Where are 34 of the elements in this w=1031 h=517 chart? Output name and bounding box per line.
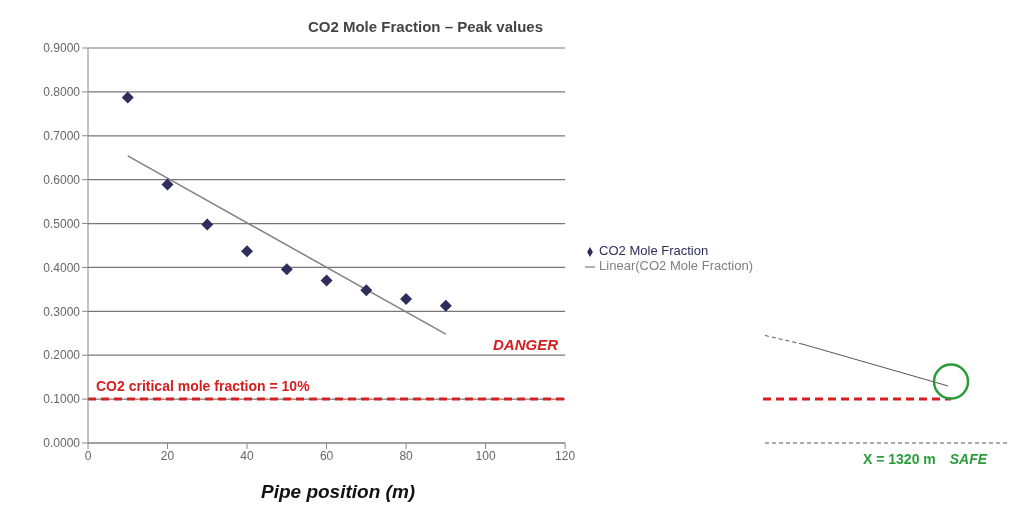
y-tick-label: 0.0000: [43, 436, 81, 451]
point: [400, 293, 413, 306]
x-tick-label: 60: [319, 448, 334, 463]
x-tick-label: 80: [399, 448, 414, 463]
x-tick-label: 120: [555, 448, 576, 463]
y-tick-label: 0.6000: [43, 172, 81, 187]
legend-label: CO2 Mole Fraction: [599, 243, 709, 258]
x-tick-label: 40: [240, 448, 255, 463]
point: [360, 284, 373, 297]
y-tick-label: 0.5000: [43, 216, 81, 231]
y-tick-label: 0.8000: [43, 85, 81, 100]
x-tick-label: 0: [84, 448, 92, 463]
x-tick-label: 100: [475, 448, 496, 463]
ref-line-label: CO2 critical mole fraction = 10%: [96, 378, 311, 395]
text: X = 1320 m: [863, 451, 936, 467]
point: [201, 218, 214, 231]
annotation: DANGER: [493, 336, 559, 354]
x-tick-label: 20: [160, 448, 175, 463]
chart-title: CO2 Mole Fraction – Peak values: [306, 18, 545, 35]
point: [241, 245, 254, 258]
y-tick-label: 0.3000: [43, 304, 81, 319]
point: [161, 178, 174, 191]
point: [439, 299, 452, 312]
legend-label: Linear(CO2 Mole Fraction): [599, 258, 753, 273]
x-axis-title: Pipe position (m): [261, 481, 416, 502]
point: [121, 91, 134, 104]
point: [280, 263, 293, 276]
point: [320, 274, 333, 287]
y-tick-label: 0.4000: [43, 260, 81, 275]
y-tick-label: 0.2000: [43, 348, 81, 363]
text: SAFE: [949, 451, 988, 467]
y-tick-label: 0.7000: [43, 129, 81, 144]
y-tick-label: 0.1000: [43, 392, 81, 407]
y-tick-label: 0.9000: [43, 41, 81, 56]
